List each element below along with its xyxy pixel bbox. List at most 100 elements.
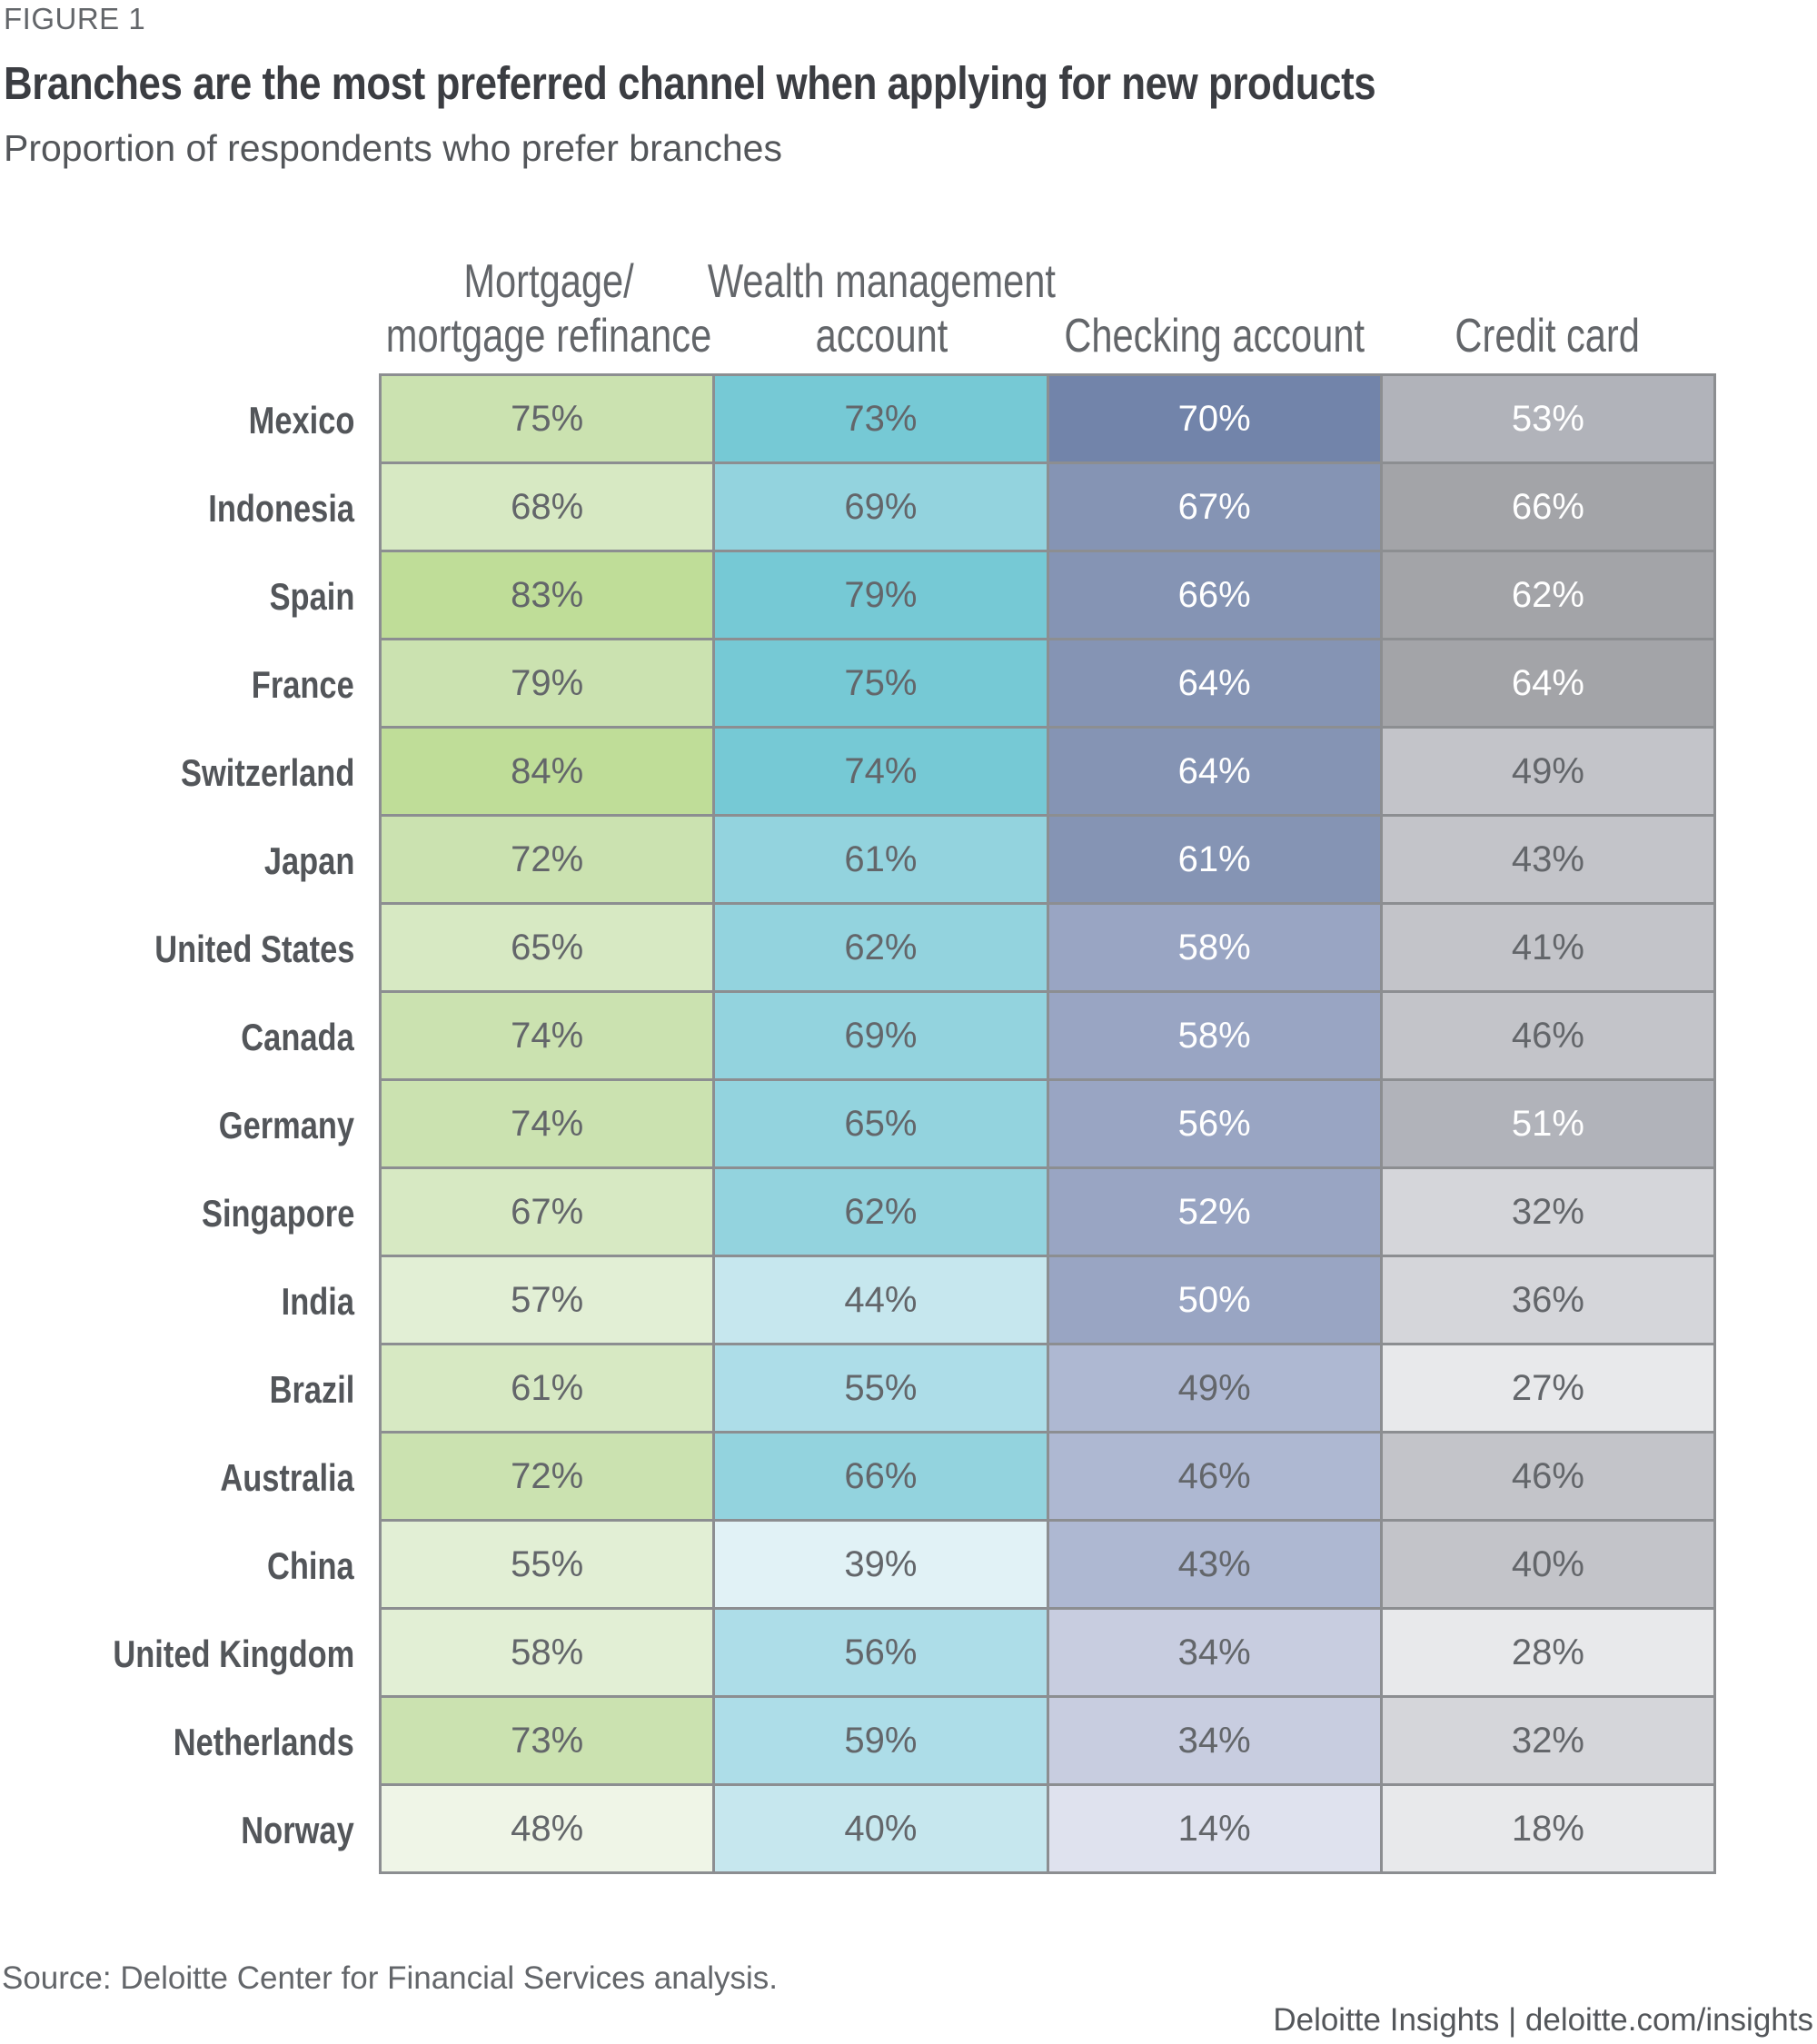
cell-value: 72% xyxy=(511,838,584,879)
cell-value: 61% xyxy=(511,1367,584,1408)
table-row: 79% 75% 64% 64% xyxy=(382,638,1713,726)
cell-value: 44% xyxy=(844,1279,918,1320)
heatmap-cell-mortgage: 55% xyxy=(382,1522,713,1607)
cell-value: 46% xyxy=(1511,1455,1584,1496)
cell-value: 73% xyxy=(511,1720,584,1761)
heatmap-cell-credit: 32% xyxy=(1379,1169,1713,1255)
heatmap-cell-mortgage: 67% xyxy=(382,1169,713,1255)
row-label: Switzerland xyxy=(180,751,354,794)
cell-value: 58% xyxy=(511,1632,584,1672)
cell-value: 62% xyxy=(844,927,918,967)
table-row: 84% 74% 64% 49% xyxy=(382,726,1713,814)
cell-value: 49% xyxy=(1511,750,1584,791)
cell-value: 34% xyxy=(1177,1720,1251,1761)
cell-value: 43% xyxy=(1177,1543,1251,1584)
heatmap-cell-checking: 58% xyxy=(1046,993,1380,1078)
row-label: Spain xyxy=(269,575,354,618)
heatmap-cell-wealth: 62% xyxy=(712,905,1047,990)
cell-value: 75% xyxy=(844,662,918,703)
heatmap-cell-checking: 49% xyxy=(1046,1345,1380,1431)
table-row: 72% 61% 61% 43% xyxy=(382,814,1713,902)
cell-value: 18% xyxy=(1511,1808,1584,1849)
cell-value: 74% xyxy=(844,750,918,791)
heatmap-cell-mortgage: 79% xyxy=(382,640,713,726)
row-label: Brazil xyxy=(269,1368,354,1411)
heatmap-cell-wealth: 40% xyxy=(712,1786,1047,1871)
heatmap-cell-checking: 34% xyxy=(1046,1698,1380,1783)
cell-value: 55% xyxy=(844,1367,918,1408)
row-label: India xyxy=(281,1280,354,1323)
cell-value: 49% xyxy=(1177,1367,1251,1408)
heatmap-cell-credit: 28% xyxy=(1379,1610,1713,1695)
column-header-line: Credit card xyxy=(1455,310,1641,362)
cell-value: 75% xyxy=(511,398,584,439)
table-row: 48% 40% 14% 18% xyxy=(382,1783,1713,1871)
chart-title: Branches are the most preferred channel … xyxy=(4,57,1376,109)
heatmap-cell-credit: 40% xyxy=(1379,1522,1713,1607)
row-label: Indonesia xyxy=(208,487,354,530)
cell-value: 61% xyxy=(844,838,918,879)
table-row: 61% 55% 49% 27% xyxy=(382,1343,1713,1431)
cell-value: 58% xyxy=(1177,927,1251,967)
heatmap-cell-mortgage: 61% xyxy=(382,1345,713,1431)
heatmap-cell-wealth: 66% xyxy=(712,1434,1047,1519)
cell-value: 62% xyxy=(844,1191,918,1232)
cell-value: 64% xyxy=(1177,750,1251,791)
cell-value: 66% xyxy=(1177,574,1251,615)
cell-value: 83% xyxy=(511,574,584,615)
cell-value: 65% xyxy=(511,927,584,967)
cell-value: 70% xyxy=(1177,398,1251,439)
heatmap-cell-checking: 70% xyxy=(1046,376,1380,461)
heatmap-cell-checking: 66% xyxy=(1046,552,1380,638)
cell-value: 74% xyxy=(511,1015,584,1056)
cell-value: 34% xyxy=(1177,1632,1251,1672)
heatmap-cell-wealth: 61% xyxy=(712,817,1047,902)
cell-value: 64% xyxy=(1511,662,1584,703)
table-row: 55% 39% 43% 40% xyxy=(382,1519,1713,1607)
table-row: 83% 79% 66% 62% xyxy=(382,550,1713,638)
heatmap-cell-wealth: 69% xyxy=(712,464,1047,550)
cell-value: 69% xyxy=(844,486,918,527)
cell-value: 36% xyxy=(1511,1279,1584,1320)
cell-value: 48% xyxy=(511,1808,584,1849)
row-label: Canada xyxy=(241,1016,354,1058)
row-label: Singapore xyxy=(201,1192,354,1235)
heatmap-cell-wealth: 44% xyxy=(712,1257,1047,1343)
heatmap-cell-credit: 66% xyxy=(1379,464,1713,550)
column-header-line: account xyxy=(815,310,948,362)
heatmap-cell-mortgage: 68% xyxy=(382,464,713,550)
cell-value: 84% xyxy=(511,750,584,791)
cell-value: 39% xyxy=(844,1543,918,1584)
heatmap-cell-mortgage: 72% xyxy=(382,817,713,902)
heatmap-cell-credit: 62% xyxy=(1379,552,1713,638)
cell-value: 74% xyxy=(511,1103,584,1144)
heatmap-cell-checking: 46% xyxy=(1046,1434,1380,1519)
cell-value: 65% xyxy=(844,1103,918,1144)
table-row: 73% 59% 34% 32% xyxy=(382,1695,1713,1783)
row-label: Japan xyxy=(263,839,354,882)
cell-value: 59% xyxy=(844,1720,918,1761)
table-row: 74% 69% 58% 46% xyxy=(382,990,1713,1078)
row-label: Netherlands xyxy=(173,1721,354,1763)
row-label: Norway xyxy=(241,1809,354,1851)
cell-value: 66% xyxy=(1511,486,1584,527)
heatmap-cell-mortgage: 57% xyxy=(382,1257,713,1343)
cell-value: 56% xyxy=(844,1632,918,1672)
heatmap-cell-mortgage: 58% xyxy=(382,1610,713,1695)
heatmap-cell-wealth: 65% xyxy=(712,1081,1047,1166)
row-label: China xyxy=(267,1544,354,1587)
heatmap-cell-mortgage: 83% xyxy=(382,552,713,638)
cell-value: 79% xyxy=(844,574,918,615)
cell-value: 40% xyxy=(844,1808,918,1849)
table-row: 57% 44% 50% 36% xyxy=(382,1255,1713,1343)
cell-value: 68% xyxy=(511,486,584,527)
heatmap-cell-mortgage: 84% xyxy=(382,729,713,814)
heatmap-cell-credit: 46% xyxy=(1379,1434,1713,1519)
cell-value: 62% xyxy=(1511,574,1584,615)
heatmap-cell-credit: 43% xyxy=(1379,817,1713,902)
cell-value: 46% xyxy=(1177,1455,1251,1496)
table-row: 74% 65% 56% 51% xyxy=(382,1078,1713,1166)
cell-value: 72% xyxy=(511,1455,584,1496)
heatmap-cell-mortgage: 73% xyxy=(382,1698,713,1783)
heatmap-cell-wealth: 75% xyxy=(712,640,1047,726)
